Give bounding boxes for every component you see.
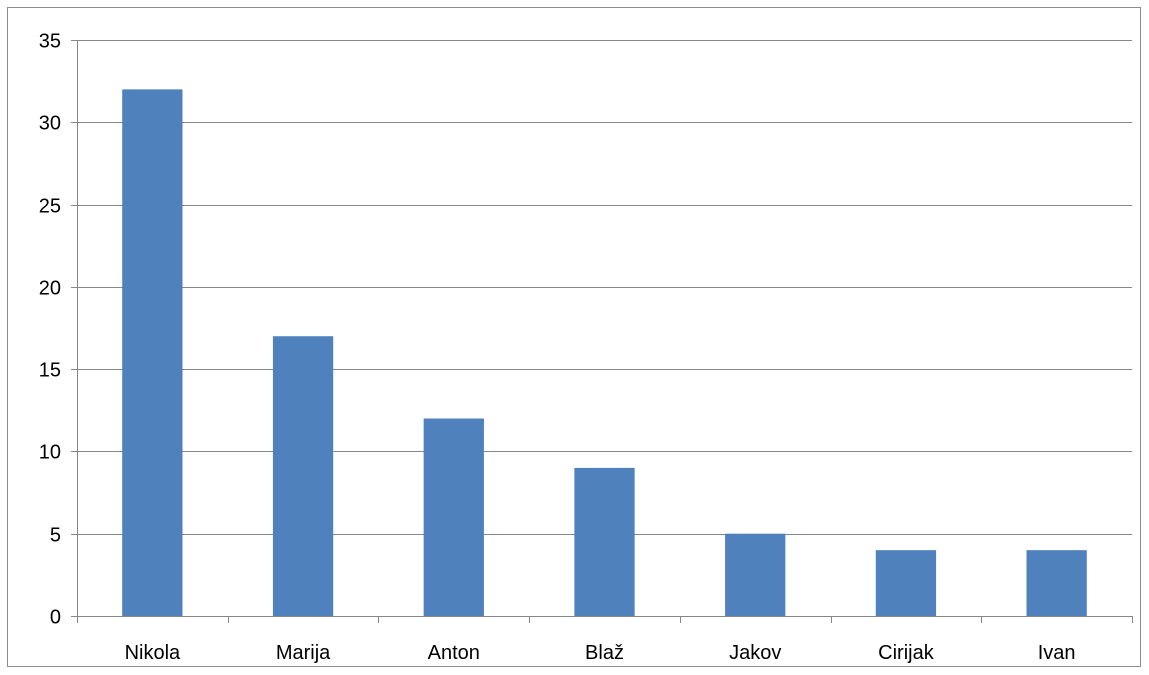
x-tick-label: Marija [276, 642, 331, 664]
bar-cirijak [875, 550, 937, 616]
x-tick-label: Blaž [585, 642, 624, 664]
y-tick-label: 0 [50, 607, 61, 629]
bar-ivan [1026, 550, 1087, 616]
gridlines [77, 40, 1132, 535]
bars [122, 89, 1087, 616]
y-tick-label: 10 [39, 442, 61, 464]
x-tick-label: Cirijak [878, 642, 935, 664]
x-tick-label: Anton [428, 642, 480, 664]
x-tick-label: Jakov [729, 642, 781, 664]
y-tick-label: 35 [39, 31, 61, 53]
axes [71, 40, 1133, 623]
y-tick-label: 30 [39, 113, 61, 135]
x-tick-label: Nikola [125, 642, 181, 664]
tick-labels: 0 5 10 15 20 25 30 35 Nikola Marija Anton Blaž Jakov… [39, 31, 1076, 665]
y-tick-label: 5 [50, 525, 61, 547]
bar-blaž [574, 467, 635, 616]
y-tick-label: 25 [39, 196, 61, 218]
bar-anton [423, 418, 484, 616]
bar-marija [272, 336, 334, 616]
chart-frame [7, 7, 1141, 667]
y-tick-label: 15 [39, 360, 61, 382]
y-tick-label: 20 [39, 278, 61, 300]
x-tick-label: Ivan [1038, 642, 1076, 664]
bar-jakov [725, 533, 786, 616]
bar-nikola [122, 89, 183, 616]
